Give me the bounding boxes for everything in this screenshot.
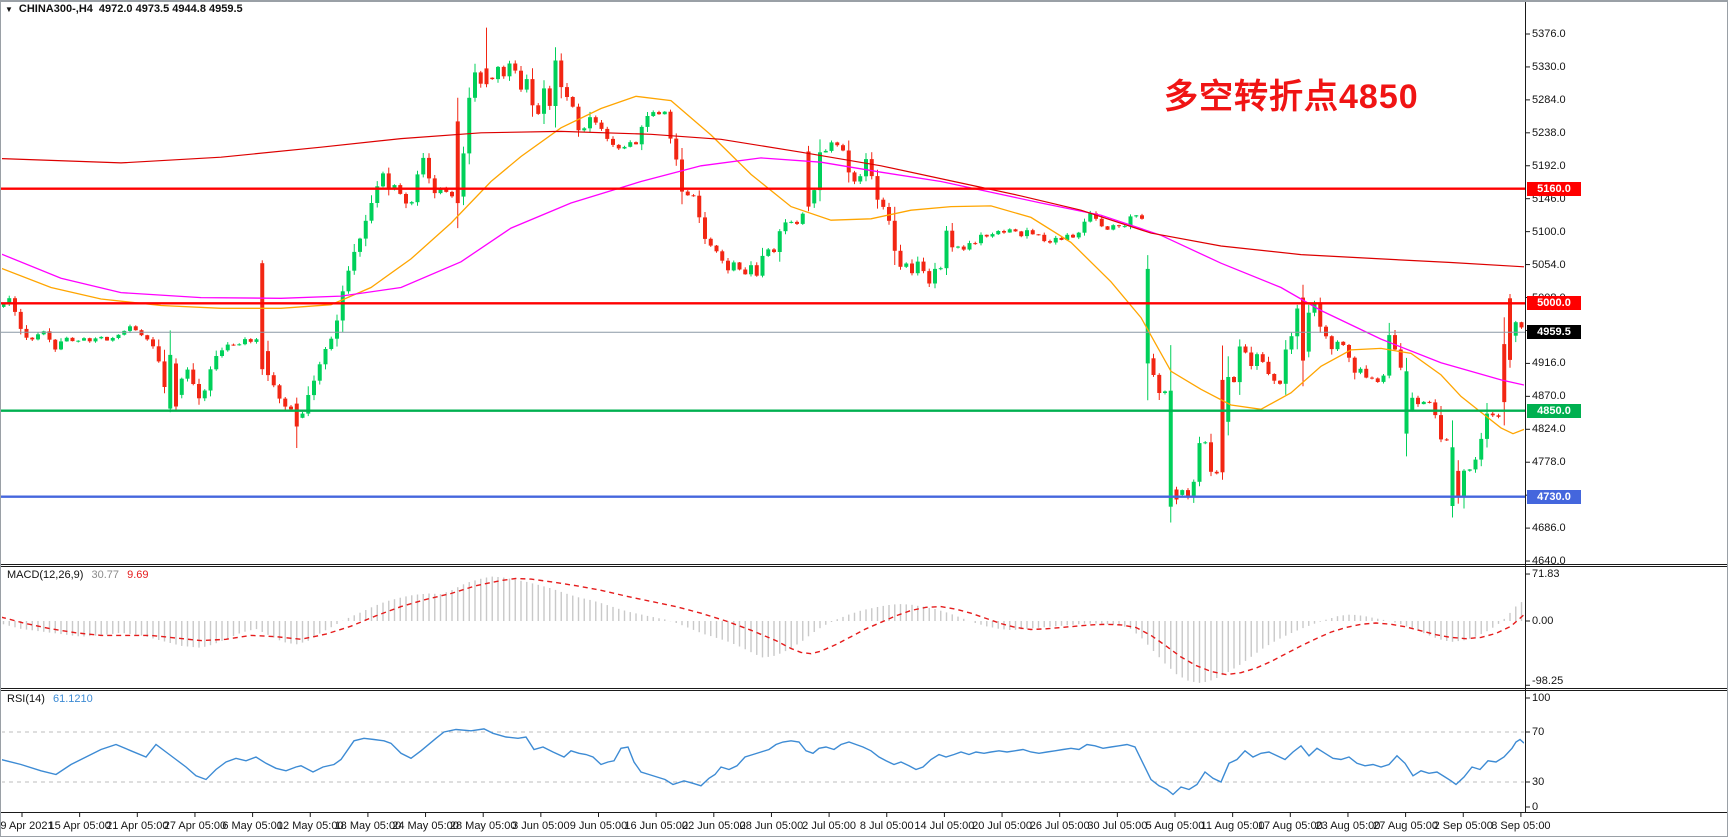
time-axis-label: 17 Aug 05:00 [1257,820,1323,832]
time-axis-label: 5 Aug 05:00 [1145,820,1205,832]
macd-main-value: 30.77 [91,569,120,581]
time-axis-label: 27 Aug 05:00 [1373,820,1439,832]
time-axis-label: 12 May 05:00 [276,820,344,832]
time-axis-label: 2 Jul 05:00 [802,820,857,832]
symbol-dropdown-icon[interactable]: ▼ [5,4,13,14]
time-axis-label: 2 Sep 05:00 [1433,820,1493,832]
price-axis-label: 5054.0 [1532,258,1566,271]
price-axis-label: 4778.0 [1532,456,1566,469]
current-price-badge: 4959.5 [1527,325,1581,340]
time-axis-label: 26 Jul 05:00 [1029,820,1090,832]
macd-axis-label: -98.25 [1532,675,1564,687]
rsi-axis-label: 0 [1532,801,1539,813]
price-axis-label: 4916.0 [1532,357,1566,370]
macd-axis-label: 0.00 [1532,615,1554,627]
rsi-axis-label: 100 [1532,692,1551,704]
time-axis-label: 6 May 05:00 [222,820,283,832]
rsi-value: 61.1210 [52,693,93,705]
rsi-series [2,728,1524,796]
time-axis-label: 14 Jul 05:00 [914,820,975,832]
price-axis-label: 5192.0 [1532,159,1566,172]
level-price-badge: 5160.0 [1527,181,1581,196]
time-axis-label: 20 Jul 05:00 [972,820,1033,832]
time-axis-label: 21 Apr 05:00 [106,820,169,832]
time-axis-label: 15 Apr 05:00 [48,820,111,832]
price-axis-label: 4870.0 [1532,390,1566,403]
symbol-period-label: CHINA300-,H4 [18,3,93,15]
time-axis-label: 8 Jul 05:00 [859,820,914,832]
macd-axis-label: 71.83 [1532,568,1560,581]
price-axis-label: 5100.0 [1532,225,1566,238]
time-axis-label: 16 Jun 05:00 [624,820,688,832]
chart-title: ▼ CHINA300-,H4 4972.0 4973.5 4944.8 4959… [5,3,243,15]
price-axis-label: 4640.0 [1532,555,1566,568]
time-axis-label: 27 Apr 05:00 [163,820,227,832]
time-axis-label: 28 May 05:00 [449,820,517,832]
level-price-badge: 5000.0 [1527,296,1581,311]
time-axis-label: 9 Jun 05:00 [569,820,628,832]
candlestick-series [2,27,1524,523]
price-axis-label: 5376.0 [1532,28,1566,40]
rsi-axis-label: 70 [1532,726,1545,738]
level-price-badge: 4730.0 [1527,489,1581,504]
macd-signal-value: 9.69 [127,569,149,581]
time-axis-label: 28 Jun 05:00 [739,820,804,832]
rsi-axis-label: 30 [1532,776,1545,788]
time-axis-label: 9 Apr 2021 [0,820,54,832]
time-axis-label: 30 Jul 05:00 [1087,820,1148,832]
time-axis-label: 22 Jun 05:00 [681,820,746,832]
time-axis-label: 11 Aug 05:00 [1200,820,1265,832]
macd-indicator-label: MACD(12,26,9) 30.77 9.69 [7,569,149,581]
time-axis-label: 8 Sep 05:00 [1491,820,1551,832]
trend-annotation-text: 多空转折点4850 [1164,78,1419,116]
level-price-badge: 4850.0 [1527,403,1581,418]
rsi-name: RSI(14) [7,693,45,705]
price-axis-label: 4686.0 [1532,522,1566,535]
time-axis-label: 24 May 05:00 [392,820,459,832]
price-axis-label: 5284.0 [1532,93,1566,106]
time-axis-label: 18 May 05:00 [334,820,402,832]
time-axis-label: 3 Jun 05:00 [512,820,570,832]
time-axis-label: 23 Aug 05:00 [1315,820,1381,832]
macd-series [2,576,1524,683]
price-axis-label: 4824.0 [1532,423,1566,436]
price-axis-label: 5238.0 [1532,126,1566,139]
rsi-indicator-label: RSI(14) 61.1210 [7,693,93,705]
ohlc-values: 4972.0 4973.5 4944.8 4959.5 [98,3,243,15]
macd-name: MACD(12,26,9) [7,569,84,581]
price-axis-label: 5330.0 [1532,60,1566,73]
